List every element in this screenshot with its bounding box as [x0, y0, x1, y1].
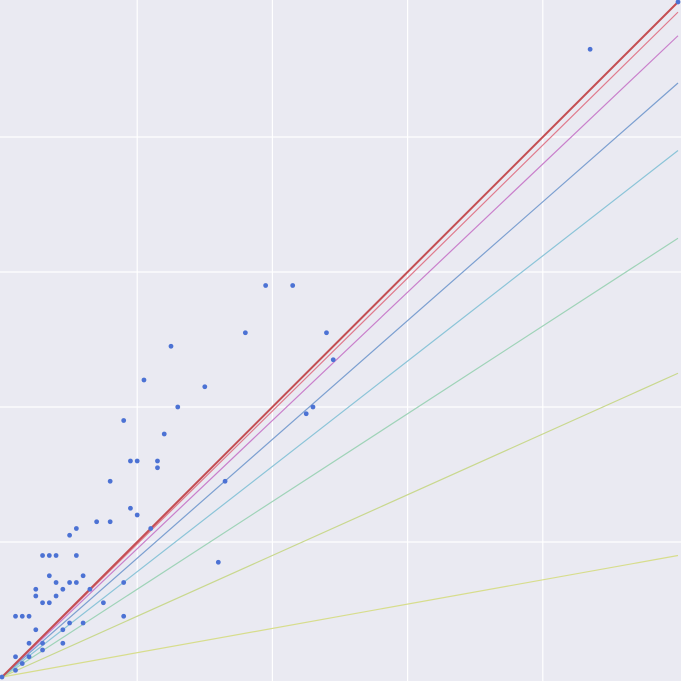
- data-point-60: [330, 357, 336, 363]
- data-point-43: [134, 458, 140, 464]
- data-point-52: [242, 330, 248, 336]
- reference-line-6: [1, 11, 679, 678]
- data-point-1: [13, 667, 18, 673]
- data-point-57: [148, 526, 154, 531]
- data-point-48: [168, 343, 174, 349]
- data-point-13: [101, 600, 106, 606]
- data-point-10: [67, 620, 72, 626]
- data-point-14: [121, 580, 127, 585]
- data-point-54: [290, 283, 296, 288]
- data-point-34: [67, 532, 72, 538]
- data-point-30: [46, 573, 52, 579]
- data-point-37: [107, 519, 113, 525]
- data-point-3: [13, 654, 18, 660]
- reference-line-4: [1, 82, 679, 678]
- data-point-21: [40, 600, 45, 606]
- data-point-31: [53, 553, 59, 558]
- data-point-62: [587, 46, 593, 52]
- data-point-24: [53, 580, 59, 585]
- data-point-9: [60, 640, 66, 646]
- data-point-6: [40, 647, 45, 653]
- data-point-5: [26, 640, 32, 646]
- reference-line-2: [1, 237, 679, 678]
- data-point-20: [33, 593, 39, 599]
- reference-line-0: [1, 554, 679, 678]
- data-point-56: [215, 559, 221, 565]
- data-point-42: [128, 458, 133, 464]
- data-point-61: [324, 330, 329, 336]
- data-point-12: [80, 620, 86, 626]
- data-point-32: [40, 553, 45, 558]
- data-point-22: [46, 600, 52, 606]
- data-point-51: [202, 384, 208, 390]
- data-point-26: [67, 580, 72, 585]
- data-point-55: [222, 478, 228, 484]
- data-point-63: [675, 0, 681, 5]
- data-point-25: [60, 586, 66, 592]
- reference-line-3: [1, 150, 679, 678]
- data-point-47: [141, 377, 147, 383]
- data-point-29: [33, 586, 39, 592]
- data-point-33: [46, 553, 52, 558]
- data-point-40: [134, 512, 140, 518]
- data-point-35: [73, 526, 79, 531]
- data-point-53: [263, 283, 269, 288]
- data-point-49: [175, 404, 181, 410]
- data-point-59: [310, 404, 316, 410]
- data-point-8: [33, 627, 39, 633]
- data-point-17: [13, 613, 18, 619]
- reference-line-1: [1, 372, 679, 678]
- data-point-39: [128, 505, 133, 511]
- data-point-23: [53, 593, 59, 599]
- data-point-50: [155, 458, 160, 464]
- data-point-19: [26, 613, 32, 619]
- data-point-38: [94, 519, 100, 525]
- data-point-11: [60, 627, 66, 633]
- data-point-18: [19, 613, 25, 619]
- data-point-58: [303, 411, 309, 417]
- data-point-2: [19, 661, 25, 666]
- data-point-4: [26, 654, 32, 660]
- data-point-46: [161, 431, 167, 437]
- data-point-15: [121, 613, 127, 619]
- data-point-7: [40, 640, 45, 646]
- data-point-45: [121, 418, 127, 423]
- data-point-27: [73, 580, 79, 585]
- data-point-44: [155, 465, 160, 471]
- reference-line-5: [1, 35, 679, 678]
- data-point-41: [107, 478, 113, 484]
- data-point-36: [73, 553, 79, 558]
- data-point-28: [80, 573, 86, 579]
- data-point-0: [0, 674, 5, 680]
- data-point-16: [87, 586, 93, 592]
